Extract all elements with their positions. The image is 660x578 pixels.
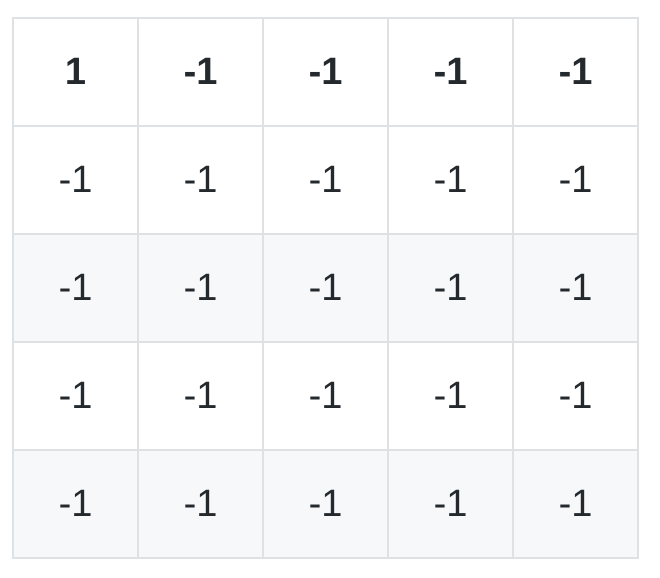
table-cell: -1 xyxy=(512,125,639,235)
table-cell: -1 xyxy=(262,125,389,235)
table-row: -1 -1 -1 -1 -1 xyxy=(12,125,639,235)
table-cell: -1 xyxy=(512,17,639,127)
table-cell: -1 xyxy=(262,233,389,343)
table-cell: -1 xyxy=(387,17,514,127)
table-cell: -1 xyxy=(262,17,389,127)
table-row: -1 -1 -1 -1 -1 xyxy=(12,341,639,451)
table-row: -1 -1 -1 -1 -1 xyxy=(12,233,639,343)
table-cell: -1 xyxy=(137,125,264,235)
table-cell: -1 xyxy=(12,233,139,343)
table-cell: -1 xyxy=(12,125,139,235)
table-cell: -1 xyxy=(137,233,264,343)
table-cell: -1 xyxy=(12,341,139,451)
table-row: -1 -1 -1 -1 -1 xyxy=(12,449,639,559)
table-cell: -1 xyxy=(387,125,514,235)
table-cell: -1 xyxy=(512,233,639,343)
table-cell: -1 xyxy=(137,341,264,451)
table-cell: -1 xyxy=(512,449,639,559)
table-cell: 1 xyxy=(12,17,139,127)
table-cell: -1 xyxy=(262,341,389,451)
matrix-table: 1 -1 -1 -1 -1 -1 -1 -1 -1 -1 -1 -1 -1 -1… xyxy=(12,17,639,559)
table-cell: -1 xyxy=(137,449,264,559)
table-cell: -1 xyxy=(12,449,139,559)
table-header-row: 1 -1 -1 -1 -1 xyxy=(12,17,639,127)
table-cell: -1 xyxy=(387,233,514,343)
table-cell: -1 xyxy=(512,341,639,451)
table-cell: -1 xyxy=(137,17,264,127)
table-cell: -1 xyxy=(387,341,514,451)
table-cell: -1 xyxy=(387,449,514,559)
table-cell: -1 xyxy=(262,449,389,559)
